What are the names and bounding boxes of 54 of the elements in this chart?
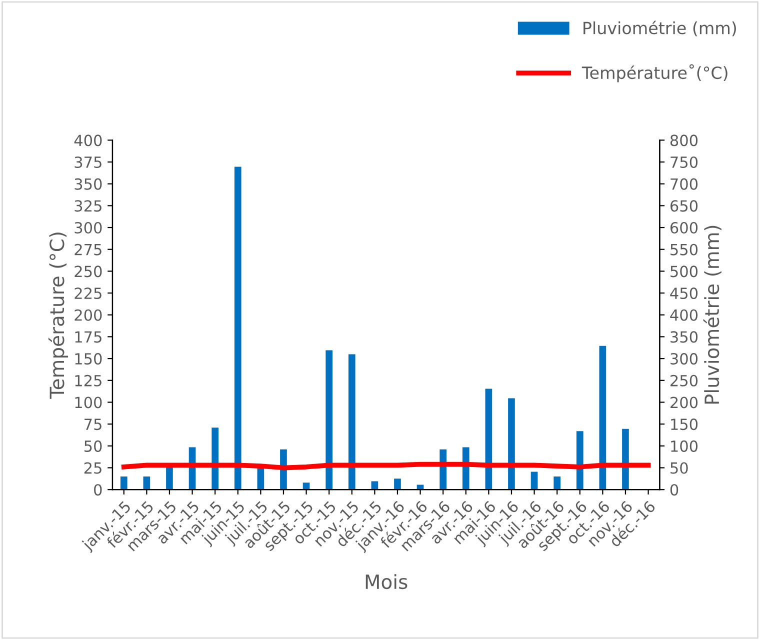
y-tick-label: 50 <box>84 440 102 452</box>
bar <box>622 428 629 490</box>
bar <box>576 431 584 490</box>
y2-tick-label: 200 <box>670 396 698 408</box>
bar <box>120 476 128 490</box>
y-tick-label: 375 <box>74 156 102 168</box>
y2-axis-title: Pluviométrie (mm) <box>703 226 722 404</box>
y2-tick-label: 0 <box>670 484 678 496</box>
y2-tick-label: 550 <box>670 244 698 256</box>
y-tick-label: 25 <box>84 462 102 474</box>
y2-tick-label: 750 <box>670 156 698 168</box>
bar <box>326 350 332 490</box>
y2-tick-label: 50 <box>670 462 688 474</box>
bar <box>599 346 606 490</box>
legend-label: Pluviométrie (mm) <box>584 20 736 36</box>
y2-tick-label: 350 <box>670 331 698 343</box>
y-tick-label: 400 <box>74 134 102 146</box>
bar <box>348 354 356 490</box>
x-axis-title: Mois <box>366 574 408 590</box>
y2-tick-label: 600 <box>670 222 698 234</box>
bar <box>394 478 401 490</box>
bar <box>234 166 242 490</box>
legend-label: Température˚(°C) <box>582 64 728 82</box>
bar <box>554 476 560 490</box>
y-tick-label: 225 <box>74 288 102 300</box>
y-tick-label: 175 <box>75 331 102 343</box>
y-axis-title: Température (°C) <box>48 232 68 399</box>
y-tick-label: 275 <box>74 244 102 256</box>
y2-tick-label: 800 <box>670 134 698 146</box>
y-tick-label: 75 <box>84 418 102 430</box>
bar <box>530 472 538 490</box>
y2-tick-label: 700 <box>670 178 698 190</box>
bar <box>143 476 150 490</box>
y2-tick-label: 150 <box>671 418 698 430</box>
y2-tick-label: 650 <box>670 200 698 212</box>
y-tick-label: 150 <box>75 353 102 365</box>
y2-tick-label: 400 <box>670 309 698 321</box>
y-tick-label: 125 <box>75 374 102 386</box>
y-tick-label: 350 <box>74 178 102 190</box>
y2-tick-label: 300 <box>670 353 698 365</box>
y2-tick-label: 250 <box>670 374 698 386</box>
bar <box>508 398 515 490</box>
bar <box>212 428 218 490</box>
bar <box>166 466 173 490</box>
y-tick-label: 0 <box>94 484 102 496</box>
y-tick-label: 325 <box>74 200 102 212</box>
y2-tick-label: 100 <box>671 440 698 452</box>
y-tick-label: 300 <box>74 222 102 234</box>
y-tick-label: 100 <box>75 396 102 408</box>
y-tick-label: 200 <box>74 309 102 321</box>
y-tick-label: 250 <box>74 266 102 278</box>
y2-tick-label: 500 <box>670 266 698 278</box>
y2-tick-label: 450 <box>670 288 698 300</box>
bar <box>485 388 492 490</box>
